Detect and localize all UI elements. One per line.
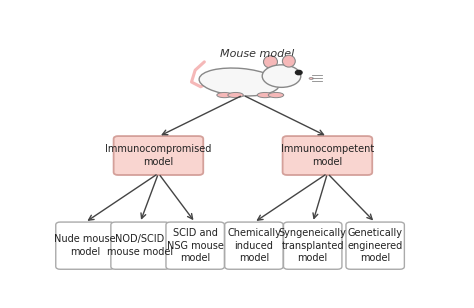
FancyBboxPatch shape bbox=[114, 136, 203, 175]
Circle shape bbox=[295, 71, 302, 75]
Ellipse shape bbox=[262, 65, 301, 87]
Text: Mouse model: Mouse model bbox=[220, 50, 295, 59]
FancyBboxPatch shape bbox=[56, 222, 114, 269]
FancyBboxPatch shape bbox=[166, 222, 224, 269]
Ellipse shape bbox=[257, 92, 273, 98]
Text: Genetically
engineered
model: Genetically engineered model bbox=[347, 228, 403, 263]
FancyBboxPatch shape bbox=[346, 222, 404, 269]
FancyBboxPatch shape bbox=[283, 222, 342, 269]
Ellipse shape bbox=[217, 92, 232, 98]
FancyBboxPatch shape bbox=[225, 222, 283, 269]
Text: NOD/SCID
mouse model: NOD/SCID mouse model bbox=[107, 234, 173, 257]
Ellipse shape bbox=[264, 56, 277, 68]
Ellipse shape bbox=[268, 92, 284, 98]
Text: Chemically
induced
model: Chemically induced model bbox=[227, 228, 281, 263]
Ellipse shape bbox=[228, 92, 243, 98]
Text: SCID and
NSG mouse
model: SCID and NSG mouse model bbox=[167, 228, 224, 263]
Text: Syngeneically
transplanted
model: Syngeneically transplanted model bbox=[279, 228, 346, 263]
Text: Immunocompetent
model: Immunocompetent model bbox=[281, 144, 374, 167]
Text: Nude mouse
model: Nude mouse model bbox=[54, 234, 116, 257]
Ellipse shape bbox=[309, 78, 313, 79]
FancyBboxPatch shape bbox=[283, 136, 372, 175]
FancyBboxPatch shape bbox=[111, 222, 169, 269]
Text: Immunocompromised
model: Immunocompromised model bbox=[105, 144, 211, 167]
Ellipse shape bbox=[199, 68, 279, 96]
Ellipse shape bbox=[283, 55, 295, 67]
